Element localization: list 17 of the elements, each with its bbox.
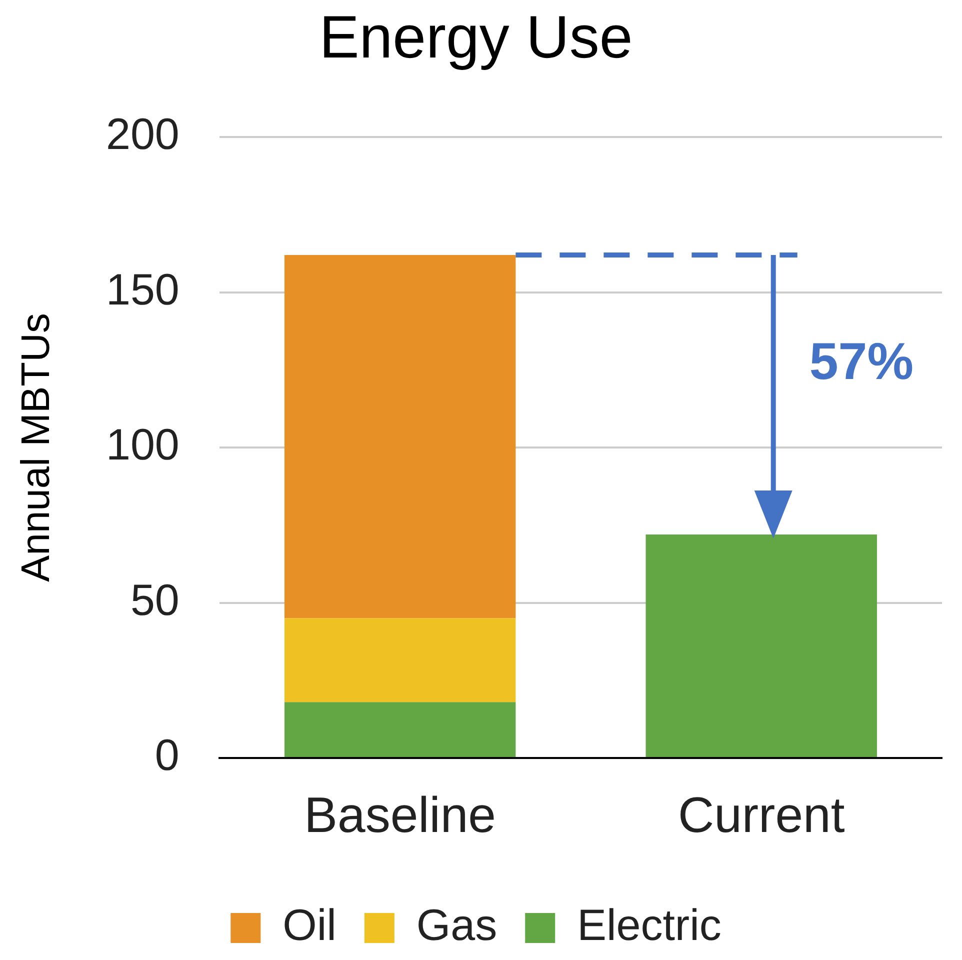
bar: [646, 534, 877, 757]
y-tick-label: 100: [106, 420, 180, 470]
bar: [284, 618, 516, 702]
chart-title: Energy Use: [319, 4, 633, 71]
y-axis-title: Annual MBTUs: [14, 313, 58, 582]
bar: [284, 702, 516, 757]
y-tick-label: 0: [154, 731, 180, 780]
annotation: 57%: [809, 333, 914, 392]
x-tick-label: Baseline: [304, 786, 496, 843]
x-tick-label: Current: [678, 786, 845, 843]
y-tick-label: 50: [130, 576, 180, 625]
y-tick-label: 150: [106, 265, 180, 314]
bar: [284, 254, 516, 618]
legend-label: Oil: [282, 901, 336, 950]
legend-label: Gas: [416, 901, 498, 950]
legend-label: Electric: [577, 901, 722, 950]
y-tick-label: 200: [106, 110, 180, 160]
